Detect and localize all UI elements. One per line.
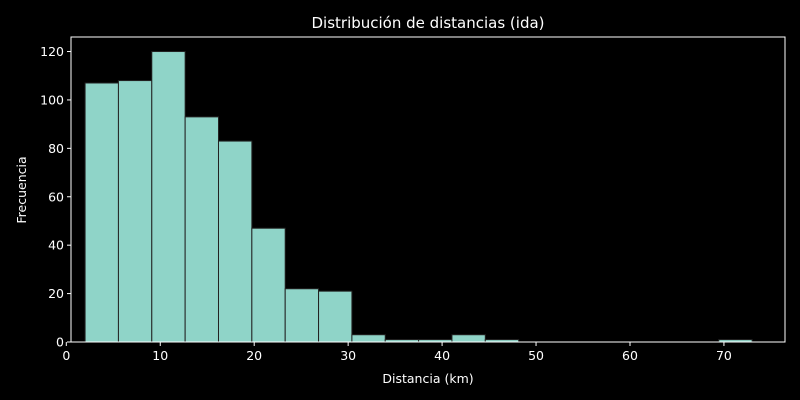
- y-tick-label: 120: [40, 44, 64, 59]
- x-tick-label: 20: [246, 348, 262, 363]
- x-tick-label: 70: [716, 348, 732, 363]
- y-tick-label: 20: [48, 286, 64, 301]
- plot-frame: [70, 36, 786, 343]
- bars-group: [84, 51, 753, 343]
- y-tick-label: 0: [56, 335, 64, 350]
- y-tick-label: 100: [40, 92, 64, 107]
- histogram-bar-6: [284, 288, 320, 343]
- histogram-bar-3: [184, 116, 219, 343]
- x-tick-label: 60: [622, 348, 638, 363]
- x-tick-label: 30: [340, 348, 356, 363]
- x-tick-label: 40: [434, 348, 450, 363]
- histogram-bar-8: [351, 334, 386, 343]
- y-tick-label: 60: [48, 189, 64, 204]
- y-axis: 0 20 40 60 80 100 120: [40, 44, 71, 350]
- histogram-bar-4: [217, 140, 253, 343]
- x-axis: 0 10 20 30 40 50 60 70: [62, 342, 732, 363]
- y-axis-label: Frecuencia: [14, 156, 29, 223]
- x-axis-label: Distancia (km): [382, 371, 473, 386]
- chart-title: Distribución de distancias (ida): [311, 14, 544, 32]
- histogram-bar-1: [117, 80, 153, 343]
- histogram-bar-5: [251, 227, 286, 343]
- histogram-bar-11: [451, 334, 486, 343]
- y-tick-label: 80: [48, 141, 64, 156]
- x-tick-label: 50: [528, 348, 544, 363]
- y-tick-label: 40: [48, 238, 64, 253]
- histogram-bar-7: [318, 290, 353, 343]
- histogram-bar-0: [84, 82, 119, 343]
- histogram-bar-2: [151, 51, 186, 343]
- x-tick-label: 0: [62, 348, 70, 363]
- x-tick-label: 10: [152, 348, 168, 363]
